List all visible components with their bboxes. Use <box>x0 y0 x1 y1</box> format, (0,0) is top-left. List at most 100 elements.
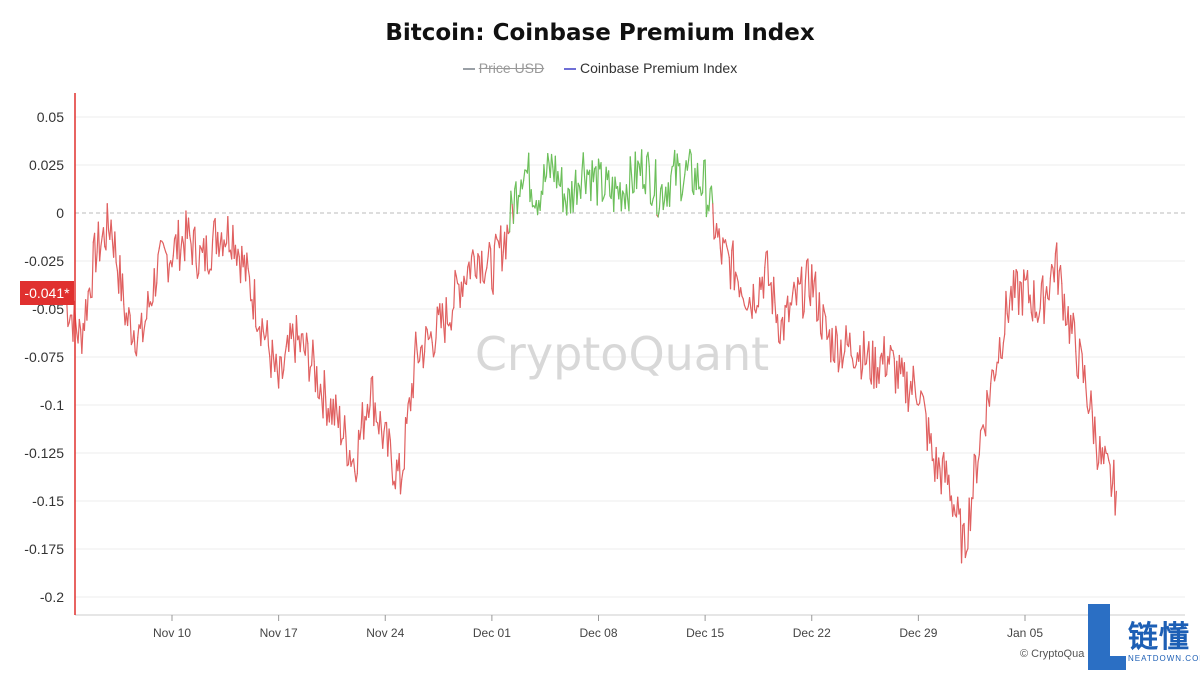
series-segment <box>288 322 291 352</box>
y-tick-label: -0.025 <box>24 253 64 269</box>
series-segment <box>355 472 358 483</box>
series-segment <box>953 504 956 516</box>
series-segment <box>227 215 230 253</box>
series-segment <box>681 183 685 196</box>
legend-label-price-usd: Price USD <box>478 60 545 76</box>
series-segment <box>804 260 808 282</box>
series-segment <box>543 164 546 183</box>
series-segment <box>483 272 487 284</box>
series-segment <box>388 428 391 441</box>
series-segment <box>1109 464 1112 497</box>
series-segment <box>304 332 308 356</box>
series-segment <box>154 282 158 297</box>
series-segment <box>67 322 70 328</box>
series-segment <box>181 235 185 244</box>
x-tick-label: Nov 17 <box>260 626 298 640</box>
series-segment <box>596 158 600 206</box>
logo-chinese-text: 链懂 <box>1128 620 1190 655</box>
series-segment <box>835 325 838 336</box>
series-segment <box>1048 277 1051 301</box>
series-segment <box>91 241 94 298</box>
series-segment <box>264 335 267 341</box>
series-segment <box>93 232 97 273</box>
series-segment <box>783 304 786 341</box>
series-segment <box>493 233 497 247</box>
series-segment <box>72 300 75 342</box>
series-segment <box>312 339 315 362</box>
x-axis: Nov 10 Nov 17 Nov 24 Dec 01 Dec 08 Dec 15 Dec … <box>75 614 1185 640</box>
series-segment <box>990 369 993 385</box>
series-segment <box>151 300 154 307</box>
series-segment <box>187 217 191 237</box>
series-segment <box>319 383 323 400</box>
series-segment <box>729 249 733 290</box>
series-segment <box>836 334 840 373</box>
neatdown-logo: 链懂 NEATDOWN.COM <box>1088 604 1200 672</box>
series-segment <box>217 231 220 257</box>
series-segment <box>195 262 198 279</box>
y-tick-label: 0.05 <box>37 109 64 125</box>
series-segment <box>476 253 479 279</box>
series-segment <box>487 242 490 258</box>
series-segment <box>95 251 98 273</box>
series-segment <box>757 277 761 308</box>
series-segment <box>435 306 438 339</box>
y-tick-label: -0.1 <box>40 397 64 413</box>
series-segment <box>323 370 327 398</box>
series-segment <box>651 198 654 206</box>
y-tick-label: -0.2 <box>40 589 64 605</box>
series-segment <box>837 361 841 373</box>
y-axis: 0.05 0.025 0 -0.025 -0.05 -0.075 -0.1 -0.125 -0.… <box>24 109 64 605</box>
series-segment <box>690 153 694 192</box>
current-value-badge: -0.041* <box>20 281 74 305</box>
series-segment <box>945 460 949 485</box>
series-segment <box>1023 269 1026 281</box>
series-segment <box>248 276 252 302</box>
series-segment <box>718 228 721 249</box>
series-segment <box>299 333 303 353</box>
y-tick-label: 0.025 <box>29 157 64 173</box>
series-segment <box>1014 269 1017 298</box>
series-segment <box>316 366 319 398</box>
series-segment <box>919 390 922 404</box>
series-segment <box>557 171 560 186</box>
series-segment <box>490 248 493 290</box>
series-segment <box>406 403 409 424</box>
series-segment <box>602 193 606 199</box>
legend-item-price-usd[interactable]: Price USD <box>462 60 545 76</box>
series-segment <box>960 524 964 564</box>
series-segment <box>1037 315 1040 323</box>
series-segment <box>423 326 427 353</box>
series-segment <box>163 247 167 253</box>
series-segment <box>613 176 616 213</box>
series-segment <box>455 275 459 285</box>
series-segment <box>1043 296 1046 325</box>
series-segment <box>283 354 286 371</box>
series-segment <box>156 254 159 284</box>
series-segment <box>814 271 818 322</box>
series-segment <box>682 173 686 185</box>
series-segment <box>158 240 162 249</box>
series-segment <box>453 269 456 309</box>
series-segment <box>266 320 270 347</box>
series-segment <box>1110 483 1114 497</box>
series-segment <box>821 304 824 340</box>
series-segment <box>261 318 264 333</box>
y-tick-label: -0.125 <box>24 445 64 461</box>
series-segment <box>431 341 435 358</box>
series-segment <box>620 190 624 212</box>
legend-swatch-premium-index <box>564 68 577 71</box>
series-segment <box>582 152 586 177</box>
series-segment <box>484 267 488 274</box>
series-segment <box>892 350 895 360</box>
series-segment <box>472 249 475 258</box>
series-segment <box>802 310 805 319</box>
series-segment <box>121 273 125 305</box>
series-segment <box>889 344 893 351</box>
series-segment <box>995 361 998 376</box>
series-segment <box>886 355 889 376</box>
series-segment <box>800 266 804 319</box>
legend-item-premium-index[interactable]: Coinbase Premium Index <box>564 60 737 76</box>
series-segment <box>561 167 564 213</box>
series-segment <box>509 190 512 233</box>
